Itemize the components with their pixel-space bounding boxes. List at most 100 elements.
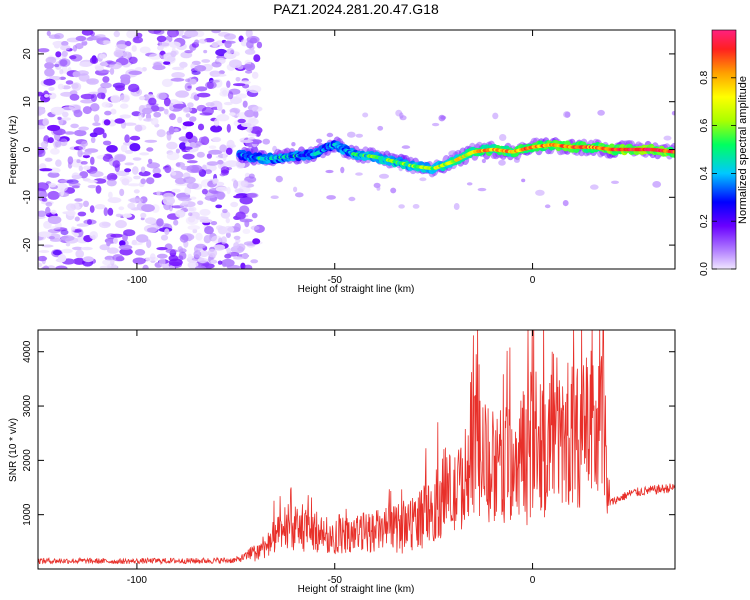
noise-blob bbox=[199, 136, 206, 144]
noise-blob bbox=[183, 146, 193, 150]
noise-blob bbox=[93, 127, 105, 135]
noise-blob bbox=[498, 159, 506, 166]
noise-blob bbox=[118, 244, 133, 250]
noise-blob bbox=[87, 219, 92, 225]
noise-blob bbox=[104, 110, 112, 116]
noise-blob bbox=[226, 48, 235, 55]
noise-blob bbox=[148, 53, 163, 60]
noise-blob bbox=[221, 109, 226, 114]
noise-blob bbox=[216, 104, 223, 111]
noise-blob bbox=[160, 234, 169, 241]
noise-blob bbox=[156, 218, 164, 227]
noise-blob bbox=[245, 70, 253, 74]
y-tick-label: 0 bbox=[22, 146, 33, 152]
noise-blob bbox=[213, 118, 220, 127]
noise-blob bbox=[193, 250, 202, 258]
noise-blob bbox=[211, 61, 222, 68]
noise-blob bbox=[224, 40, 232, 49]
noise-blob bbox=[187, 102, 194, 108]
noise-blob bbox=[390, 187, 397, 194]
noise-blob bbox=[40, 141, 49, 149]
noise-blob bbox=[55, 159, 62, 167]
noise-blob bbox=[165, 249, 178, 254]
noise-blob bbox=[73, 257, 86, 265]
noise-blob bbox=[535, 189, 545, 196]
noise-blob bbox=[55, 265, 68, 269]
noise-blob bbox=[39, 191, 48, 198]
noise-blob bbox=[101, 101, 110, 108]
noise-blob bbox=[70, 226, 76, 232]
noise-blob bbox=[210, 125, 223, 133]
noise-blob bbox=[399, 115, 407, 121]
noise-blob bbox=[249, 37, 258, 44]
noise-blob bbox=[82, 106, 92, 115]
noise-blob bbox=[75, 43, 84, 50]
noise-blob bbox=[46, 30, 51, 36]
noise-blob bbox=[207, 248, 218, 258]
noise-blob bbox=[112, 254, 124, 262]
noise-blob bbox=[182, 125, 187, 130]
noise-blob bbox=[168, 125, 175, 135]
noise-blob bbox=[253, 110, 259, 118]
noise-blob bbox=[48, 92, 57, 100]
noise-blob bbox=[171, 72, 185, 79]
noise-blob bbox=[99, 265, 114, 269]
figure-title: PAZ1.2024.281.20.47.G18 bbox=[273, 1, 439, 17]
noise-blob bbox=[215, 186, 228, 192]
noise-blob bbox=[106, 145, 118, 153]
noise-blob bbox=[156, 92, 167, 100]
spectrogram-noise bbox=[38, 30, 675, 269]
noise-blob bbox=[245, 30, 253, 38]
noise-blob bbox=[150, 253, 156, 261]
noise-blob bbox=[597, 109, 605, 116]
noise-blob bbox=[72, 45, 78, 52]
noise-blob bbox=[187, 225, 201, 231]
noise-blob bbox=[237, 118, 246, 124]
noise-blob bbox=[157, 45, 164, 51]
noise-blob bbox=[225, 217, 230, 224]
noise-blob bbox=[194, 65, 207, 72]
snr-x-label: Height of straight line (km) bbox=[298, 584, 415, 595]
noise-blob bbox=[146, 162, 160, 169]
noise-blob bbox=[166, 152, 180, 161]
noise-blob bbox=[95, 66, 104, 71]
y-tick-label: 1000 bbox=[22, 503, 33, 526]
noise-blob bbox=[235, 77, 241, 82]
noise-blob bbox=[133, 175, 141, 180]
snr-line bbox=[38, 330, 675, 566]
noise-blob bbox=[82, 151, 92, 155]
noise-blob bbox=[240, 180, 249, 188]
noise-blob bbox=[262, 138, 271, 145]
noise-blob bbox=[49, 226, 61, 230]
noise-blob bbox=[242, 100, 248, 108]
noise-blob bbox=[224, 160, 239, 168]
noise-blob bbox=[90, 156, 95, 165]
noise-blob bbox=[138, 170, 151, 177]
noise-blob bbox=[153, 111, 162, 118]
noise-blob bbox=[69, 55, 77, 60]
noise-blob bbox=[432, 122, 440, 127]
noise-blob bbox=[241, 252, 249, 260]
noise-blob bbox=[146, 177, 155, 185]
noise-blob bbox=[201, 188, 208, 195]
y-tick-label: 20 bbox=[22, 48, 33, 60]
noise-blob bbox=[61, 41, 69, 46]
noise-blob bbox=[239, 218, 253, 223]
noise-blob bbox=[225, 147, 233, 155]
noise-blob bbox=[233, 180, 239, 189]
noise-blob bbox=[103, 119, 111, 126]
noise-blob bbox=[240, 139, 254, 143]
noise-blob bbox=[47, 183, 57, 188]
noise-blob bbox=[481, 158, 486, 164]
noise-blob bbox=[80, 161, 88, 165]
noise-blob bbox=[57, 83, 65, 90]
noise-blob bbox=[39, 168, 53, 172]
noise-blob bbox=[248, 85, 262, 94]
noise-blob bbox=[347, 131, 356, 138]
noise-blob bbox=[175, 162, 186, 168]
noise-blob bbox=[544, 204, 551, 209]
noise-blob bbox=[205, 102, 215, 107]
noise-blob bbox=[38, 106, 46, 115]
noise-blob bbox=[186, 182, 199, 189]
noise-blob bbox=[106, 174, 112, 181]
